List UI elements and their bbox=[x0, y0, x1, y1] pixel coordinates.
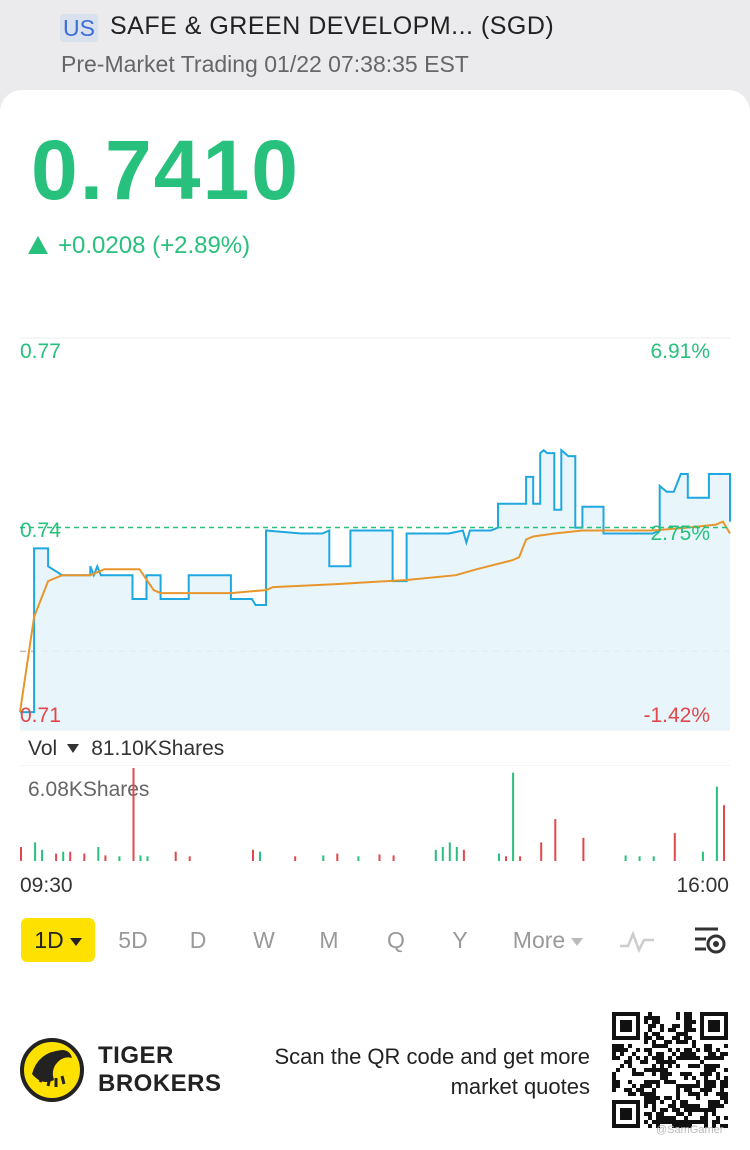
price-area bbox=[20, 450, 730, 730]
tab-y[interactable]: Y bbox=[452, 927, 468, 953]
volume-bar bbox=[462, 849, 465, 861]
volume-bar bbox=[498, 853, 500, 861]
tab-d[interactable]: D bbox=[189, 927, 207, 953]
y-label-mid-right: 2.75% bbox=[650, 522, 710, 545]
volume-bar bbox=[322, 855, 325, 861]
caret-down-icon bbox=[69, 937, 82, 946]
qr-code[interactable] bbox=[612, 1012, 728, 1128]
volume-bar bbox=[392, 855, 395, 861]
y-label-mid-left: 0.74 bbox=[20, 519, 61, 542]
volume-bar bbox=[97, 847, 100, 861]
volume-bar bbox=[146, 856, 149, 861]
volume-selector[interactable]: Vol 81.10KShares bbox=[28, 737, 224, 761]
volume-bar bbox=[252, 849, 254, 861]
tab-more[interactable]: More bbox=[500, 918, 596, 962]
volume-bar bbox=[132, 768, 135, 861]
volume-bar bbox=[673, 833, 676, 861]
volume-bar bbox=[715, 786, 718, 861]
volume-bar bbox=[701, 851, 704, 861]
price-line bbox=[20, 448, 731, 714]
y-label-top-left: 0.77 bbox=[20, 340, 61, 363]
volume-bar bbox=[519, 856, 522, 861]
watermark: @SamGamer bbox=[656, 1124, 724, 1136]
average-price-line bbox=[19, 520, 731, 713]
volume-bar bbox=[540, 842, 543, 861]
stock-header: US SAFE & GREEN DEVELOPM... (SGD) Pre-Ma… bbox=[0, 0, 750, 92]
price-change: +0.0208 (+2.89%) bbox=[28, 232, 250, 260]
volume-bar bbox=[55, 853, 58, 861]
volume-bar bbox=[638, 856, 641, 861]
volume-label: Vol bbox=[28, 737, 58, 760]
tab-q[interactable]: Q bbox=[387, 927, 405, 953]
time-start-label: 09:30 bbox=[20, 874, 73, 897]
volume-bar bbox=[174, 851, 177, 861]
period-tabs: 1D 5D D W M Q Y More bbox=[0, 918, 750, 964]
volume-bar bbox=[455, 847, 458, 861]
caret-down-icon bbox=[571, 937, 584, 946]
volume-bar bbox=[118, 856, 121, 861]
volume-bar bbox=[624, 855, 627, 861]
tab-5d[interactable]: 5D bbox=[118, 927, 148, 953]
volume-bar bbox=[554, 819, 557, 861]
tiger-logo-icon bbox=[20, 1038, 84, 1102]
volume-bar bbox=[652, 856, 655, 861]
volume-bar bbox=[188, 856, 191, 861]
tab-w[interactable]: W bbox=[253, 927, 275, 953]
volume-bar bbox=[434, 849, 437, 861]
y-label-bottom-left: 0.71 bbox=[20, 704, 61, 727]
volume-bar bbox=[259, 851, 261, 861]
y-label-bottom-right: -1.42% bbox=[643, 704, 710, 727]
volume-max-label: 6.08KShares bbox=[28, 778, 150, 801]
tab-m[interactable]: M bbox=[319, 927, 339, 953]
up-arrow-icon bbox=[28, 236, 48, 254]
time-end-label: 16:00 bbox=[676, 874, 729, 897]
volume-bar bbox=[336, 853, 339, 861]
last-price: 0.7410 bbox=[31, 123, 300, 217]
brand-name: TIGER BROKERS bbox=[98, 1042, 222, 1097]
indicator-icon[interactable] bbox=[618, 926, 658, 956]
volume-bar bbox=[582, 837, 585, 862]
volume-bar bbox=[20, 847, 22, 861]
volume-bar bbox=[83, 853, 86, 861]
y-label-top-right: 6.91% bbox=[650, 340, 710, 363]
caret-down-icon bbox=[67, 743, 80, 753]
volume-bar bbox=[357, 856, 360, 861]
volume-bar bbox=[294, 856, 297, 861]
volume-bar bbox=[441, 847, 444, 861]
volume-chart[interactable] bbox=[0, 765, 750, 865]
volume-bar bbox=[62, 851, 65, 861]
volume-bar bbox=[69, 851, 72, 861]
volume-bar bbox=[34, 842, 37, 861]
volume-bar bbox=[723, 805, 725, 861]
volume-bar bbox=[139, 855, 142, 861]
tab-1d[interactable]: 1D bbox=[21, 918, 95, 962]
price-change-text: +0.0208 (+2.89%) bbox=[58, 232, 251, 259]
chart-settings-icon[interactable] bbox=[692, 923, 728, 959]
volume-bar bbox=[378, 854, 381, 861]
volume-bar bbox=[104, 855, 107, 861]
volume-bar bbox=[448, 842, 451, 861]
volume-bar bbox=[512, 772, 515, 861]
volume-total: 81.10KShares bbox=[91, 737, 225, 760]
intraday-chart[interactable] bbox=[0, 330, 750, 750]
market-badge: US bbox=[60, 14, 98, 42]
volume-bar bbox=[505, 856, 507, 861]
volume-bar bbox=[41, 849, 44, 861]
stock-name[interactable]: SAFE & GREEN DEVELOPM... (SGD) bbox=[110, 12, 555, 40]
session-info: Pre-Market Trading 01/22 07:38:35 EST bbox=[61, 51, 469, 77]
promo-text: Scan the QR code and get more market quo… bbox=[274, 1044, 590, 1099]
